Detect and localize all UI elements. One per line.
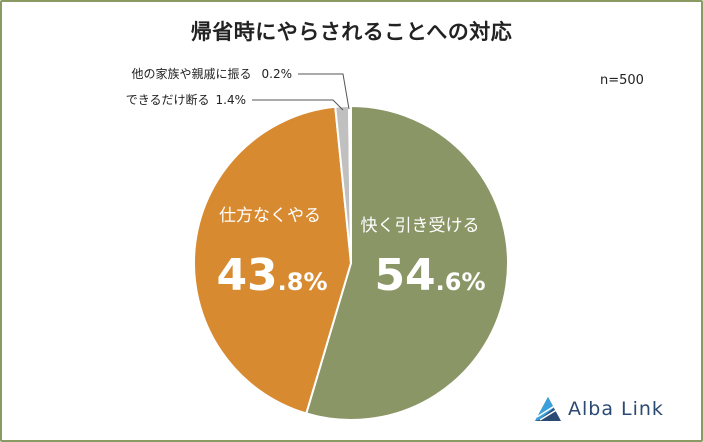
alba-link-logo: Alba Link xyxy=(534,394,664,424)
pie-slice-other-family xyxy=(348,104,352,264)
chart-title: 帰省時にやらされることへの対応 xyxy=(190,20,513,44)
slice-label-reluctant: 仕方なくやる xyxy=(219,206,321,226)
slice-label-other-family: 他の家族や親戚に振る 0.2% xyxy=(131,66,292,81)
sample-size-label: n=500 xyxy=(600,73,644,88)
pie-slice-accept xyxy=(305,104,509,421)
leader-line-other-family xyxy=(298,73,350,110)
slice-label-accept: 快く引き受ける xyxy=(361,216,480,236)
slice-label-refuse: できるだけ断る 1.4% xyxy=(126,92,246,107)
slice-value-accept: 54.6% xyxy=(374,250,485,301)
pie-slices xyxy=(193,104,509,421)
alba-link-logo-text: Alba Link xyxy=(568,398,664,420)
alba-link-logo-icon xyxy=(535,397,561,421)
pie-slice-reluctant xyxy=(193,105,353,415)
slice-value-reluctant: 43.8% xyxy=(216,250,327,301)
leader-line-refuse xyxy=(252,99,344,111)
